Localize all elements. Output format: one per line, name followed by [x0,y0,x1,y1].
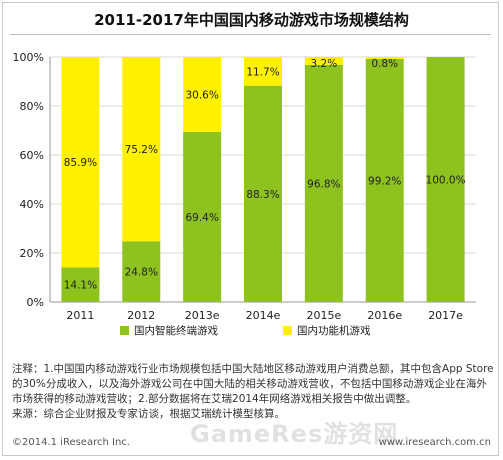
bar-smart-terminal [365,58,404,303]
data-label-smart-terminal: 69.4% [185,212,218,224]
chart-notes: 注释：1.中国国内移动游戏行业市场规模包括中国大陆地区移动游戏用户消费总额，其中… [12,362,494,422]
legend-label: 国内智能终端游戏 [134,324,218,337]
data-label-smart-terminal: 100.0% [426,175,466,187]
bar-smart-terminal [122,241,161,302]
source-text: 来源：综合企业财报及专家访谈，根据艾瑞统计模型核算。 [12,408,285,420]
legend-label: 国内功能机游戏 [297,324,371,337]
data-label-smart-terminal: 96.8% [307,178,340,190]
x-tick-label: 2015e [306,309,341,322]
data-label-feature-phone: 0.8% [371,58,398,70]
x-tick-label: 2014e [246,309,281,322]
data-label-smart-terminal: 99.2% [368,175,401,187]
data-label-feature-phone: 3.2% [311,58,338,70]
data-label-feature-phone: 85.9% [64,157,97,169]
y-tick-label: 60% [20,149,44,162]
bar-smart-terminal [304,64,343,302]
note-text: 注释：1.中国国内移动游戏行业市场规模包括中国大陆地区移动游戏用户消费总额，其中… [12,363,494,405]
watermark: GameRes游资网 [190,420,399,448]
bar-feature-phone [183,57,222,132]
data-label-smart-terminal: 88.3% [246,189,279,201]
bar-feature-phone [122,57,161,242]
data-label-smart-terminal: 14.1% [64,280,97,292]
legend-swatch [283,326,292,335]
bar-feature-phone [61,57,100,268]
x-tick-label: 2012 [127,309,155,322]
bar-feature-phone [244,57,282,86]
bar-smart-terminal [61,267,100,302]
chart-title: 2011-2017年中国国内移动游戏市场规模结构 [94,11,409,29]
data-label-feature-phone: 11.7% [246,66,279,78]
y-tick-label: 0% [27,296,44,309]
y-tick-label: 100% [13,51,44,64]
y-tick-label: 40% [20,198,44,211]
data-label-feature-phone: 75.2% [125,144,158,156]
bar-smart-terminal [426,57,465,302]
copyright-text: ©2014.1 iResearch Inc. [12,437,130,448]
bar-feature-phone [304,57,343,65]
x-tick-label: 2017e [428,309,463,322]
y-tick-label: 80% [20,100,44,113]
y-tick-label: 20% [20,247,44,260]
title-divider [10,34,491,35]
data-label-smart-terminal: 24.8% [125,267,158,279]
site-url: www.iresearch.com.cn [378,437,491,448]
bar-smart-terminal [183,131,222,302]
bar-feature-phone [365,57,404,59]
x-tick-label: 2013e [185,309,220,322]
bar-smart-terminal [244,85,282,302]
x-tick-label: 2011 [66,309,94,322]
x-tick-label: 2016e [367,309,402,322]
legend-swatch [120,326,129,335]
data-label-feature-phone: 30.6% [185,89,218,101]
